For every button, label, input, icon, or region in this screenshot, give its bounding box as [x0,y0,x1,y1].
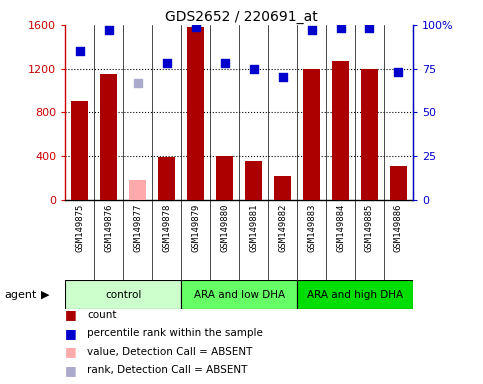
Text: GSM149876: GSM149876 [104,204,113,252]
Text: value, Detection Call = ABSENT: value, Detection Call = ABSENT [87,347,252,357]
Point [250,66,257,72]
Bar [274,175,291,200]
Text: agent: agent [5,290,37,300]
Text: GSM149883: GSM149883 [307,204,316,252]
Bar [181,280,297,309]
Text: ■: ■ [65,327,77,340]
Point [221,60,228,66]
Text: ARA and low DHA: ARA and low DHA [194,290,284,300]
Text: count: count [87,310,116,320]
Bar [71,101,88,200]
Text: GDS2652 / 220691_at: GDS2652 / 220691_at [165,10,318,23]
Point [76,48,84,54]
Text: GSM149882: GSM149882 [278,204,287,252]
Text: GSM149879: GSM149879 [191,204,200,252]
Text: ■: ■ [65,364,77,377]
Point [337,25,344,31]
Text: ■: ■ [65,308,77,321]
Bar [100,74,117,200]
Text: GSM149881: GSM149881 [249,204,258,252]
Text: GSM149878: GSM149878 [162,204,171,252]
Text: GSM149885: GSM149885 [365,204,374,252]
Text: GSM149880: GSM149880 [220,204,229,252]
Bar [303,69,320,200]
Point [395,69,402,75]
Text: ■: ■ [65,345,77,358]
Text: rank, Detection Call = ABSENT: rank, Detection Call = ABSENT [87,365,247,375]
Text: GSM149875: GSM149875 [75,204,84,252]
Bar [361,69,378,200]
Text: control: control [105,290,142,300]
Point [366,25,373,31]
Bar [245,161,262,200]
Text: GSM149877: GSM149877 [133,204,142,252]
Bar [332,61,349,200]
Point [308,27,315,33]
Point [163,60,170,66]
Text: GSM149884: GSM149884 [336,204,345,252]
Text: GSM149886: GSM149886 [394,204,403,252]
Point [279,74,286,81]
Bar [129,180,146,200]
Bar [390,166,407,200]
Text: ▶: ▶ [41,290,50,300]
Bar [158,157,175,200]
Point [134,79,142,86]
Bar [297,280,413,309]
Point [105,27,113,33]
Bar [65,280,181,309]
Text: percentile rank within the sample: percentile rank within the sample [87,328,263,338]
Bar [187,27,204,200]
Bar [216,156,233,200]
Text: ARA and high DHA: ARA and high DHA [307,290,403,300]
Point [192,24,199,30]
